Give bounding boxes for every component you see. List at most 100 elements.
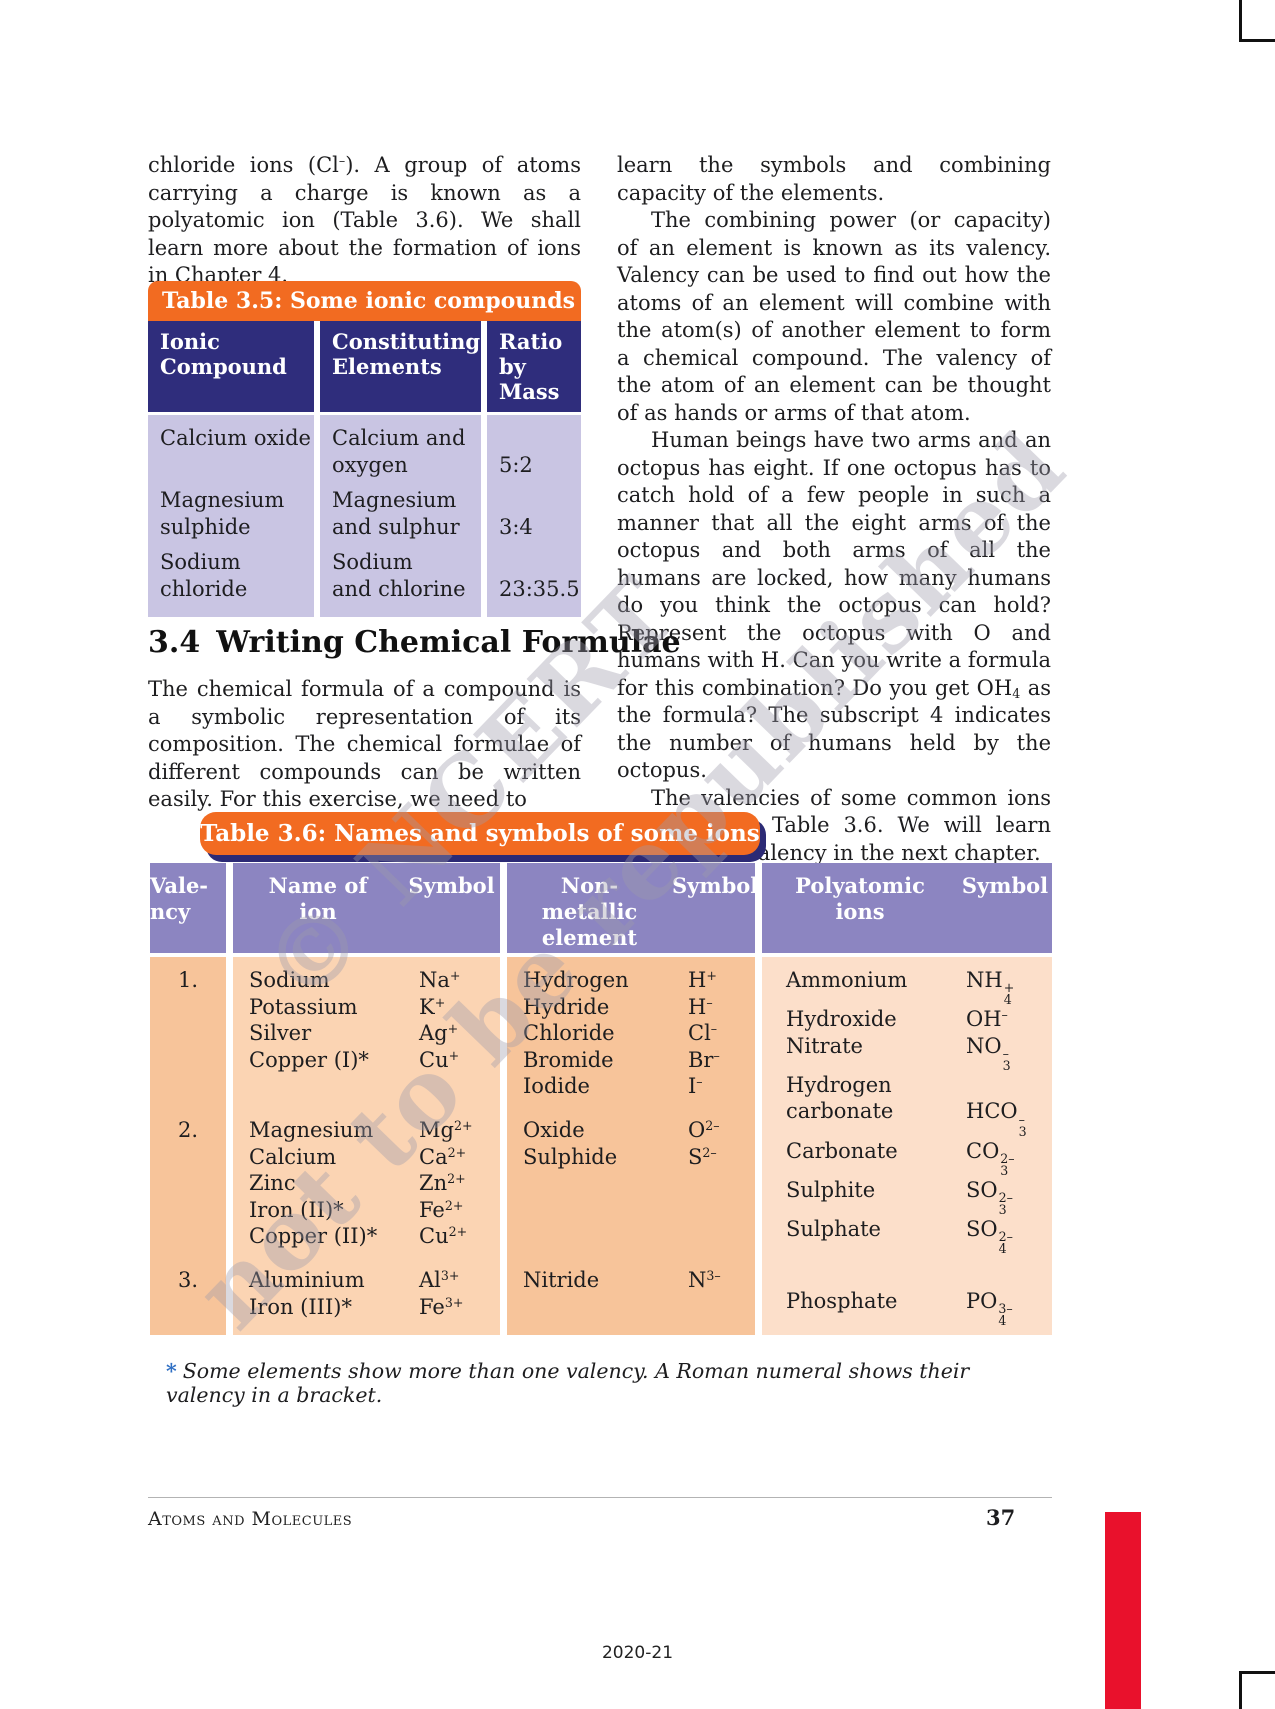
paragraph-combining-power: The combining power (or capacity) of an … (617, 208, 1051, 425)
ion-row: Nitrate NO –3 (762, 1033, 1052, 1072)
ion-symbol: O2– (688, 1118, 720, 1142)
ion-name: Carbonate (786, 1138, 898, 1163)
ion-row: Chloride Cl– (507, 1020, 755, 1047)
ion-name: Chloride (523, 1021, 615, 1045)
ion-name: Oxide (523, 1118, 585, 1142)
ion-name: Magnesium (249, 1118, 374, 1142)
ion-symbol: S2– (688, 1144, 717, 1169)
valency-group: Magnesium Mg2+ Calcium Ca2+ Zinc Zn2+ Iron (II… (233, 1117, 500, 1267)
table-3-6-body: 1. 2. 3. Sodium Na+ Potassium K+ Silver Ag+ Copp… (150, 957, 1052, 1335)
ion-row: Iron (III)* Fe3+ (233, 1294, 500, 1321)
ion-row: Copper (I)* Cu+ (233, 1047, 500, 1074)
ion-symbol: Na+ (419, 968, 461, 992)
ion-name: Hydroxide (786, 1007, 897, 1032)
ion-name: carbonate (786, 1099, 894, 1124)
edition-year: 2020-21 (601, 1643, 674, 1663)
ion-name: Hydrogen (523, 968, 629, 992)
ion-row: Bromide Br– (507, 1047, 755, 1074)
footnote-text: Some elements show more than one valency… (166, 1358, 970, 1407)
t35-ratio-cell: 23:35.5 (499, 577, 580, 601)
column-header-constituting-elements: Constituting Elements (320, 321, 481, 412)
ion-symbol: Br– (688, 1047, 720, 1072)
ion-row: carbonate HCO –3 (762, 1098, 1052, 1137)
t35-elements-cell: Calcium and oxygen (332, 426, 466, 477)
ion-name: Iron (II)* (249, 1197, 344, 1222)
crop-mark-bottom-right (1239, 1671, 1275, 1709)
ion-name: Nitrate (786, 1033, 863, 1058)
ion-row: Hydrogen (762, 1072, 1052, 1099)
ion-symbol: CO 2– 3 (966, 1138, 1015, 1178)
ion-row: Carbonate CO 2– 3 (762, 1138, 1052, 1177)
ion-name: Sodium (249, 968, 330, 992)
ion-symbol: OH– (966, 1007, 1008, 1032)
right-column: learn the symbols and combining capacity… (617, 152, 1051, 867)
t35-compound-cell: Calcium oxide (160, 426, 311, 450)
table-3-5: Table 3.5: Some ionic compounds Ionic Co… (148, 281, 581, 617)
ion-name: Copper (I)* (249, 1047, 369, 1072)
column-header-polyatomic-name: Polyatomic ions (795, 873, 925, 924)
column-header-ionic-compound: Ionic Compound (148, 321, 314, 412)
table-3-6: Table 3.6: Names and symbols of some ion… (150, 812, 1052, 1335)
column-header-ion-symbol: Symbol (408, 873, 495, 898)
ion-row: Sodium Na+ (233, 967, 500, 994)
table-footnote: * Some elements show more than one valenc… (166, 1359, 1052, 1407)
column-header-valency: Vale- ncy (150, 863, 226, 953)
ion-symbol: Al3+ (419, 1268, 460, 1292)
valency-group: Aluminium Al3+ Iron (III)* Fe3+ (233, 1267, 500, 1320)
ion-name: Silver (249, 1021, 312, 1045)
column-polyatomic: Ammonium NH +4 Hydroxide OH– Nitrate NO –3 Hydro… (762, 957, 1052, 1335)
footer-rule (148, 1497, 1052, 1498)
ion-name: Hydrogen (786, 1072, 892, 1097)
ion-symbol: NH +4 (966, 968, 1015, 1008)
ion-symbol: Zn2+ (419, 1171, 466, 1195)
ion-symbol: Mg2+ (419, 1118, 473, 1142)
ion-symbol: N3– (688, 1268, 721, 1292)
ion-row: Hydride H– (507, 994, 755, 1021)
ion-name: Calcium (249, 1144, 337, 1169)
ion-row: Calcium Ca2+ (233, 1144, 500, 1171)
valency-group: Oxide O2– Sulphide S2– (507, 1117, 755, 1267)
valency-group: Phosphate PO 3– 4 (762, 1288, 1052, 1327)
footnote-asterisk: * (166, 1358, 177, 1383)
ion-row: Potassium K+ (233, 994, 500, 1021)
ion-symbol: SO 2– 3 (966, 1177, 1013, 1217)
ion-name: Hydride (523, 994, 610, 1019)
ion-name: Bromide (523, 1047, 614, 1072)
paragraph-chemical-formula: The chemical formula of a compound is a … (148, 677, 581, 811)
ion-row: Sulphate SO 2– 4 (762, 1216, 1052, 1255)
valency-group: Carbonate CO 2– 3 Sulphite SO 2– 3 Sulphate SO 2– 4 (762, 1138, 1052, 1288)
page-number: 37 (986, 1505, 1016, 1530)
ion-symbol: H– (688, 994, 713, 1019)
table-3-6-header-row: Vale- ncy Name of ion Symbol Non- metall… (150, 863, 1052, 953)
ion-name: Sulphite (786, 1177, 876, 1202)
ion-symbol: NO –3 (966, 1033, 1011, 1073)
ion-symbol: K+ (419, 994, 446, 1019)
ion-name: Nitride (523, 1268, 600, 1292)
ion-row: Magnesium Mg2+ (233, 1117, 500, 1144)
valency-group: Ammonium NH +4 Hydroxide OH– Nitrate NO –3 Hydro… (762, 967, 1052, 1138)
ion-symbol: PO 3– 4 (966, 1288, 1013, 1328)
section-title: Writing Chemical Formulae (216, 625, 681, 660)
ion-symbol: Cu+ (419, 1047, 460, 1072)
page-edge-red-bar (1105, 1512, 1141, 1709)
valency-group: 1. (150, 967, 226, 1117)
column-header-nonmetal-symbol: Symbol (672, 873, 759, 898)
ion-symbol: SO 2– 4 (966, 1216, 1013, 1257)
table-3-6-title: Table 3.6: Names and symbols of some ion… (200, 812, 760, 855)
t35-elements-cell: Sodium and chlorine (332, 550, 466, 601)
valency-group: Nitride N3– (507, 1267, 755, 1294)
t35-ratio-cell: 3:4 (499, 515, 533, 539)
column-constituting-elements: Calcium and oxygen Magnesium and sulphur S… (320, 415, 481, 617)
ion-name: Phosphate (786, 1288, 898, 1313)
column-ratio-by-mass: 5:2 3:4 23:35.5 (487, 415, 581, 617)
paragraph-octopus: Human beings have two arms and an octopu… (617, 428, 1051, 782)
crop-mark-top-right (1239, 0, 1275, 42)
ion-name: Iron (III)* (249, 1294, 352, 1319)
ion-symbol: Fe3+ (419, 1294, 464, 1319)
ion-symbol: Cl– (688, 1021, 718, 1045)
ion-symbol (958, 1072, 1052, 1099)
column-header-polyatomic-symbol: Symbol (961, 873, 1049, 898)
section-number: 3.4 (148, 625, 201, 660)
ion-symbol: Ca2+ (419, 1144, 467, 1169)
